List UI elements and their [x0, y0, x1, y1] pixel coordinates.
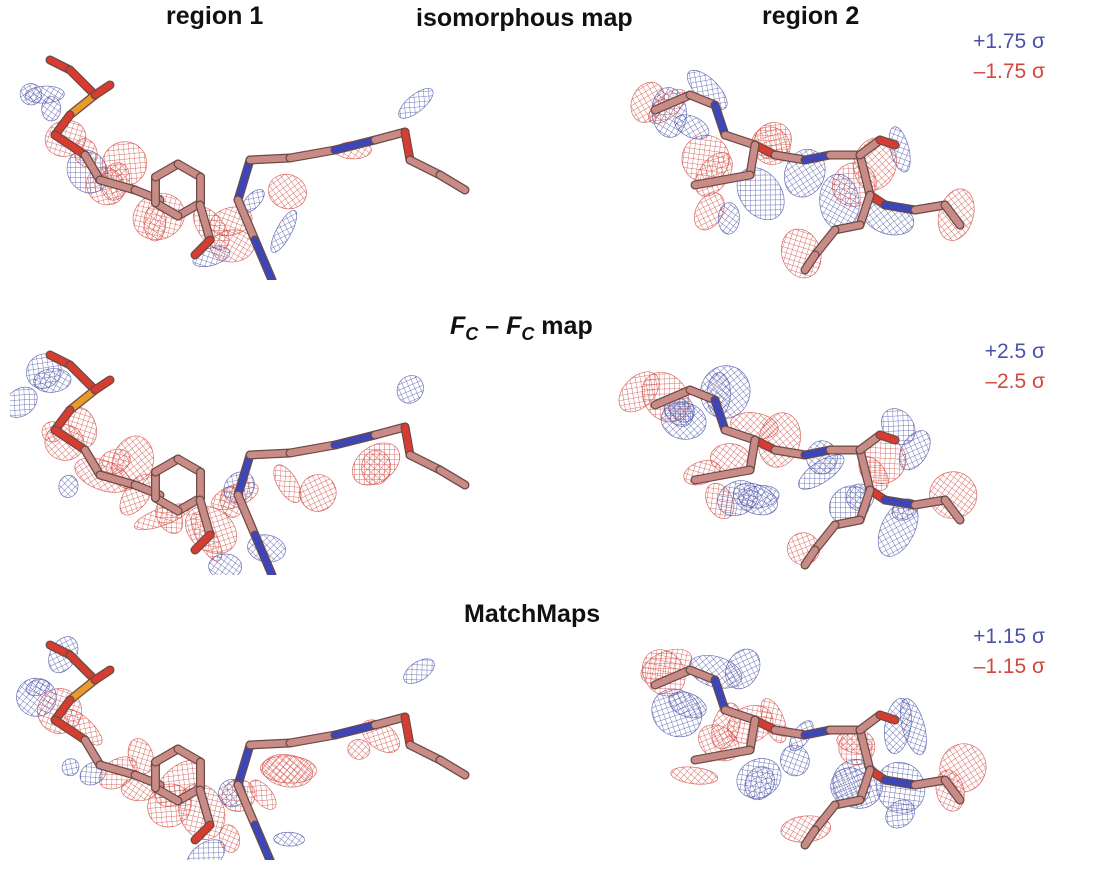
negative-density-mesh	[249, 779, 277, 810]
positive-density-mesh	[674, 114, 710, 140]
positive-density-mesh	[25, 679, 50, 697]
negative-density-mesh	[618, 371, 660, 413]
lower-chain-sticks	[800, 190, 875, 275]
row1-negative-contour-label: –1.75 σ	[973, 60, 1045, 83]
positive-density-mesh	[186, 839, 226, 860]
positive-density-mesh	[10, 386, 38, 418]
positive-density-mesh	[798, 454, 845, 490]
adjacent-residue-sticks	[233, 740, 275, 860]
positive-density-mesh	[898, 430, 931, 471]
phosphate-oxygen-stick	[90, 665, 115, 685]
row1-region1-panel	[19, 55, 470, 280]
region-1-header: region 1	[166, 2, 264, 30]
leu-sidechain-sticks	[690, 715, 760, 765]
positive-density-mesh	[651, 688, 702, 738]
adjacent-residue-sticks	[233, 155, 277, 280]
amide-sticks	[190, 495, 215, 555]
negative-density-mesh	[670, 766, 718, 785]
negative-density-mesh	[351, 442, 401, 486]
amide-sticks	[190, 785, 215, 845]
amide-sticks	[190, 200, 215, 260]
row3-region2-panel	[640, 648, 987, 850]
phosphate-ribose-sticks	[45, 55, 165, 205]
row3-negative-contour-label: –1.15 σ	[973, 655, 1045, 678]
phosphate-ribose-sticks	[45, 640, 165, 790]
positive-density-mesh	[208, 553, 243, 575]
row2-region2-panel	[618, 365, 978, 570]
matchmaps-title: MatchMaps	[464, 600, 601, 628]
fc-title-dash: –	[478, 312, 507, 340]
fc-title-suffix: map	[534, 312, 593, 340]
row1-region2-panel	[630, 69, 975, 279]
lower-chain-sticks	[800, 765, 875, 850]
fc-title-f1: F	[450, 312, 466, 340]
positive-density-mesh	[61, 758, 80, 777]
asn-sidechain-sticks	[855, 430, 900, 455]
c-terminal-sticks	[880, 200, 965, 230]
negative-density-mesh	[299, 474, 337, 512]
fc-fc-map-title: FC – FC map	[450, 312, 593, 345]
negative-density-mesh	[260, 755, 317, 784]
positive-density-mesh	[884, 697, 912, 754]
positive-density-mesh	[273, 831, 305, 847]
row2-region1-panel	[10, 350, 470, 575]
c-terminal-sticks	[880, 775, 965, 805]
phosphate-oxygen-stick	[90, 375, 115, 395]
row3-region1-panel	[16, 636, 470, 860]
peptide-chain-sticks	[245, 422, 470, 490]
isomorphous-map-title: isomorphous map	[416, 4, 633, 32]
positive-density-mesh	[660, 402, 707, 440]
asn-sidechain-sticks	[855, 710, 900, 735]
asn-sidechain-sticks	[855, 135, 900, 160]
positive-density-mesh	[888, 126, 911, 173]
leu-sidechain-sticks	[690, 140, 760, 190]
region-2-header: region 2	[762, 2, 860, 30]
adjacent-residue-sticks	[233, 450, 277, 575]
positive-density-mesh	[33, 368, 72, 393]
nicotinamide-ring	[150, 454, 206, 516]
phosphate-oxygen-stick	[90, 80, 115, 100]
positive-density-mesh	[687, 69, 728, 110]
negative-density-mesh	[273, 464, 302, 503]
positive-density-mesh	[398, 88, 434, 119]
positive-density-mesh	[58, 474, 79, 498]
positive-density-mesh	[688, 654, 743, 689]
lower-chain-sticks	[800, 485, 875, 570]
positive-density-mesh	[736, 167, 785, 221]
nicotinamide-ring	[150, 159, 206, 221]
positive-density-mesh	[875, 761, 926, 814]
positive-density-mesh	[396, 375, 424, 404]
peptide-chain-sticks	[245, 712, 470, 780]
positive-density-mesh	[403, 658, 435, 684]
fc-title-f2: F	[506, 312, 522, 340]
negative-density-mesh	[347, 739, 371, 760]
positive-density-mesh	[736, 758, 782, 799]
negative-density-mesh	[267, 173, 307, 210]
row2-positive-contour-label: +2.5 σ	[984, 340, 1045, 363]
peptide-chain-sticks	[245, 127, 470, 195]
fc-title-sub1: C	[465, 324, 479, 344]
phosphate-ribose-sticks	[45, 350, 165, 500]
fc-title-sub2: C	[521, 324, 535, 344]
negative-density-mesh	[929, 471, 978, 519]
positive-density-mesh	[270, 210, 298, 253]
positive-density-mesh	[717, 202, 740, 235]
nicotinamide-ring	[150, 744, 206, 806]
row2-negative-contour-label: –2.5 σ	[985, 370, 1045, 393]
row3-positive-contour-label: +1.15 σ	[973, 625, 1045, 648]
positive-density-mesh	[41, 96, 62, 122]
c-terminal-sticks	[880, 495, 965, 525]
row1-positive-contour-label: +1.75 σ	[973, 30, 1045, 53]
positive-density-mesh	[732, 482, 778, 516]
leu-sidechain-sticks	[690, 435, 760, 485]
